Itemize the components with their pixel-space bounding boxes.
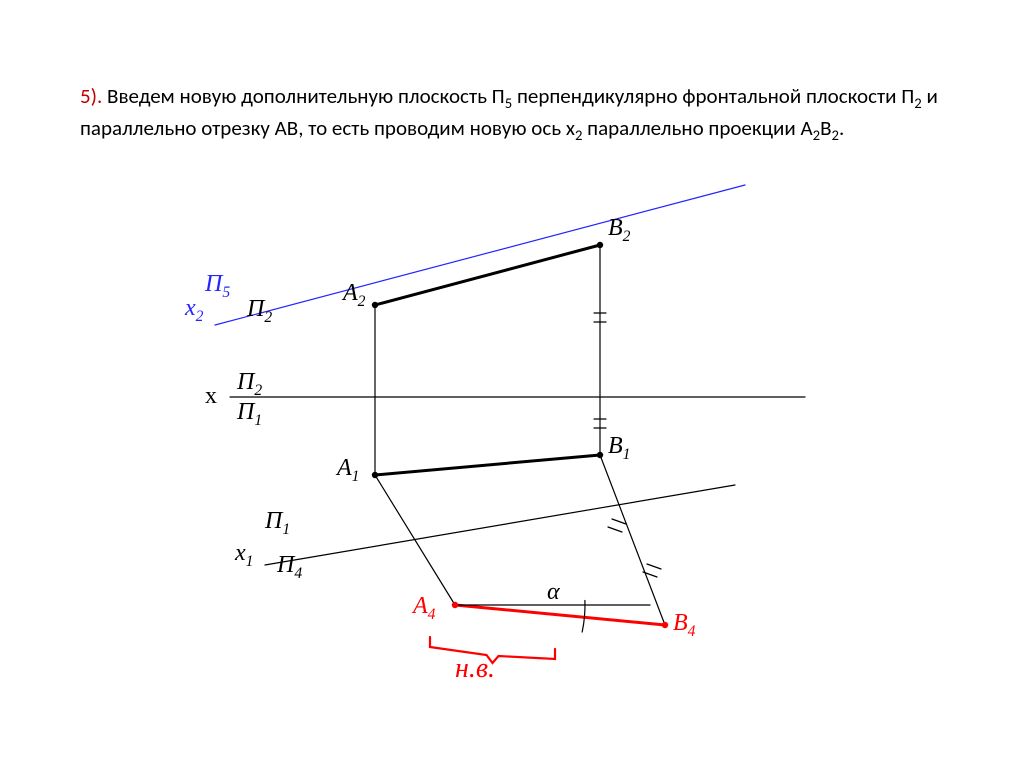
label-B4: B4 (673, 610, 695, 641)
label-P1b: П1 (265, 508, 290, 539)
label-A2: A2 (343, 280, 365, 311)
label-B2: B2 (608, 215, 630, 246)
label-nv: н.в. (455, 653, 495, 685)
caption-body: Введем новую дополнительную плоскость П5… (80, 83, 938, 141)
label-P1a: П1 (237, 399, 262, 430)
label-x: x (205, 383, 217, 410)
label-B1: B1 (608, 433, 630, 464)
caption-lead: 5). (80, 83, 102, 109)
label-A1: A1 (337, 455, 359, 486)
label-x2: x2 (185, 295, 203, 326)
diagram-svg (195, 175, 825, 745)
caption-text: 5). Введем новую дополнительную плоскост… (80, 82, 960, 146)
diagram: B2A2П5x2П2xП2П1B1A1П1x1П4A4B4αн.в. (195, 175, 825, 745)
label-A4: A4 (413, 593, 435, 624)
label-x1: x1 (235, 540, 253, 571)
label-P2b: П2 (237, 369, 262, 400)
label-P4: П4 (277, 552, 302, 583)
label-alpha: α (547, 579, 560, 606)
label-P5: П5 (205, 271, 230, 302)
label-P2a: П2 (247, 296, 272, 327)
